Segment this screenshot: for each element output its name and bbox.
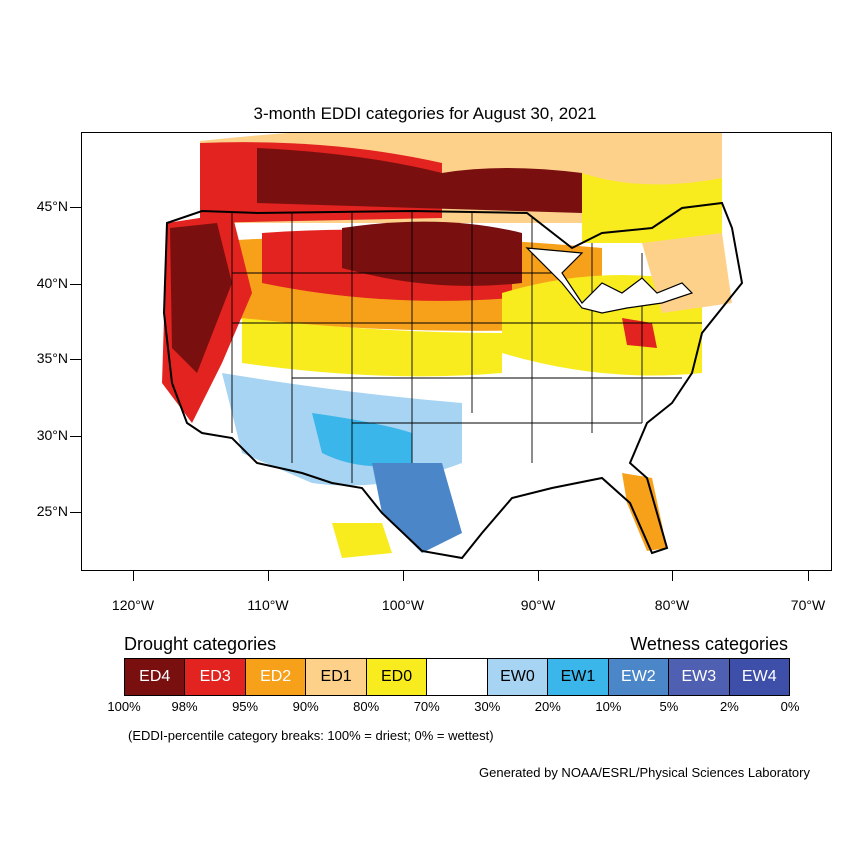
wetness-categories-title: Wetness categories xyxy=(630,634,788,654)
legend-cell-ew0: EW0 xyxy=(487,659,549,695)
lon-tick xyxy=(403,571,404,581)
legend-cell-neutral xyxy=(427,659,488,695)
lat-tick xyxy=(70,436,81,437)
lat-tick xyxy=(70,359,81,360)
lat-label-35: 35°N xyxy=(36,350,68,366)
lon-tick xyxy=(133,571,134,581)
central-ed0 xyxy=(242,318,502,377)
percentile-break-label: 100% xyxy=(107,699,141,714)
percentile-break-label: 98% xyxy=(171,699,198,714)
legend-cell-ed1: ED1 xyxy=(306,659,367,695)
texas-ew2 xyxy=(372,463,462,553)
lon-tick xyxy=(268,571,269,581)
percentile-break-label: 20% xyxy=(534,699,561,714)
lat-tick xyxy=(70,284,81,285)
category-note: (EDDI-percentile category breaks: 100% =… xyxy=(128,728,494,743)
lat-label-25: 25°N xyxy=(36,503,68,519)
eddi-map-svg xyxy=(162,133,744,560)
lat-label-30: 30°N xyxy=(36,427,68,443)
legend-cell-ed3: ED3 xyxy=(185,659,246,695)
northern-plains-ed4 xyxy=(342,221,522,286)
great-lakes xyxy=(525,247,694,314)
legend-cell-ew4: EW4 xyxy=(729,659,789,695)
lat-label-45: 45°N xyxy=(36,198,68,214)
percentile-break-label: 30% xyxy=(474,699,501,714)
legend-cell-ew1: EW1 xyxy=(548,659,609,695)
percentile-break-label: 90% xyxy=(292,699,319,714)
lat-label-40: 40°N xyxy=(36,275,68,291)
lon-label-80w: 80°W xyxy=(654,597,690,613)
us-outline xyxy=(162,201,744,560)
lat-tick xyxy=(70,207,81,208)
mexico-ed0 xyxy=(332,523,392,558)
percentile-break-label: 5% xyxy=(659,699,679,714)
percentile-break-label: 95% xyxy=(232,699,259,714)
southwest-ew1 xyxy=(312,413,412,467)
percentile-break-label: 70% xyxy=(413,699,440,714)
legend-cell-ew3: EW3 xyxy=(669,659,730,695)
west-coast-ed4 xyxy=(170,223,232,373)
florida-ed2 xyxy=(622,473,667,551)
lon-tick xyxy=(808,571,809,581)
percentile-break-label: 2% xyxy=(720,699,739,714)
eddi-map xyxy=(81,132,832,571)
lat-tick xyxy=(70,512,81,513)
percentile-break-label: 10% xyxy=(595,699,622,714)
map-title: 3-month EDDI categories for August 30, 2… xyxy=(253,104,597,123)
canada-dry-core xyxy=(257,148,582,213)
percentile-break-label: 80% xyxy=(353,699,380,714)
credit-text: Generated by NOAA/ESRL/Physical Sciences… xyxy=(479,765,810,780)
legend-cell-ed2: ED2 xyxy=(245,659,307,695)
drought-categories-title: Drought categories xyxy=(124,634,277,654)
canada-yellow xyxy=(582,173,722,243)
lon-tick xyxy=(672,571,673,581)
lon-label-120w: 120°W xyxy=(111,597,155,613)
lon-label-100w: 100°W xyxy=(381,597,425,613)
mid-atlantic-ed2 xyxy=(622,318,657,348)
legend-cell-ed4: ED4 xyxy=(125,659,186,695)
percentile-break-label: 0% xyxy=(780,699,800,714)
category-legend: ED4 ED3 ED2 ED1 ED0 EW0 EW1 EW2 EW3 EW4 xyxy=(124,658,790,696)
lon-label-90w: 90°W xyxy=(520,597,556,613)
legend-cell-ew2: EW2 xyxy=(608,659,670,695)
lon-tick xyxy=(538,571,539,581)
lon-label-110w: 110°W xyxy=(247,597,289,613)
lon-label-70w: 70°W xyxy=(790,597,826,613)
legend-cell-ed0: ED0 xyxy=(366,659,428,695)
